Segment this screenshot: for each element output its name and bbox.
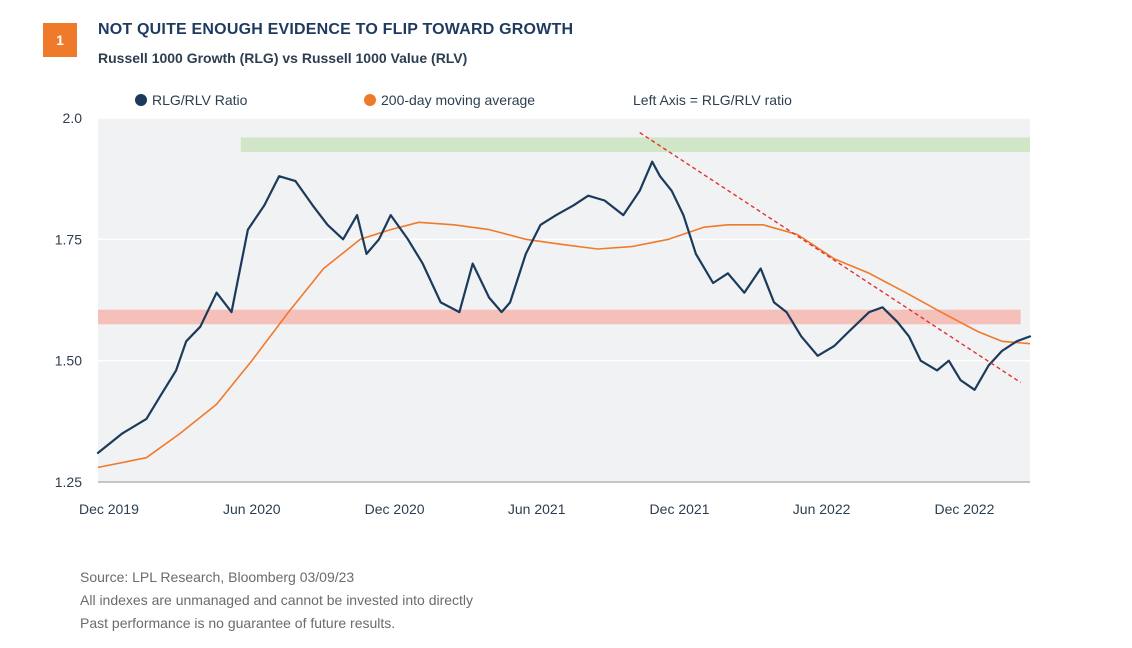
x-tick-label: Jun 2022	[793, 501, 851, 517]
footnote-indexes: All indexes are unmanaged and cannot be …	[80, 592, 474, 608]
legend-label-moving-average: 200-day moving average	[381, 92, 535, 108]
legend-marker-moving-average	[364, 94, 376, 106]
x-tick-label: Jun 2021	[508, 501, 566, 517]
ratio-chart: Dec 2019 Jun 2020 Dec 2020 Jun 2021 Dec 2021…	[55, 92, 1032, 517]
downtrend-line	[639, 131, 1022, 384]
horizontal-bands	[98, 137, 1030, 325]
legend: RLG/RLV Ratio 200-day moving average Lef…	[135, 92, 792, 108]
resistance-band	[240, 137, 1030, 152]
x-tick-label: Dec 2021	[650, 501, 710, 517]
x-axis: Dec 2019 Jun 2020 Dec 2020 Jun 2021 Dec 2021…	[79, 481, 1030, 517]
legend-axis-note: Left Axis = RLG/RLV ratio	[633, 92, 792, 108]
plot-area	[98, 118, 1030, 482]
chart-subtitle: Russell 1000 Growth (RLG) vs Russell 100…	[98, 50, 468, 66]
ratio-line	[96, 160, 1032, 454]
y-axis: 2.0 1.75 1.50 1.25	[55, 110, 82, 490]
footnote-performance: Past performance is no guarantee of futu…	[80, 615, 396, 631]
legend-label-ratio: RLG/RLV Ratio	[152, 92, 248, 108]
x-tick-label: Dec 2022	[934, 501, 994, 517]
y-tick-label: 1.50	[55, 353, 82, 369]
footnotes: Source: LPL Research, Bloomberg 03/09/23…	[80, 566, 473, 635]
moving-average-line	[97, 221, 1031, 469]
y-tick-label: 1.75	[55, 231, 82, 247]
support-band	[98, 309, 1021, 325]
footnote-source: Source: LPL Research, Bloomberg 03/09/23	[80, 569, 355, 585]
figure-number-badge: 1	[43, 23, 77, 57]
y-tick-label: 2.0	[63, 110, 83, 126]
series-lines	[96, 131, 1032, 469]
x-tick-label: Jun 2020	[223, 501, 281, 517]
x-tick-label: Dec 2019	[79, 501, 139, 517]
legend-marker-ratio	[135, 94, 147, 106]
y-tick-label: 1.25	[55, 474, 82, 490]
chart-title: NOT QUITE ENOUGH EVIDENCE TO FLIP TOWARD…	[98, 21, 574, 38]
x-tick-label: Dec 2020	[365, 501, 425, 517]
